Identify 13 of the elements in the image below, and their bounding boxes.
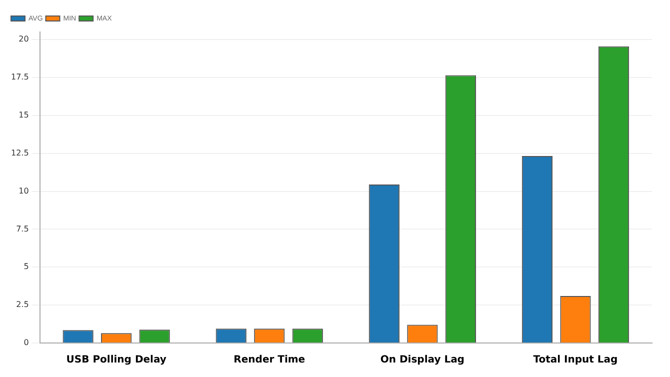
y-tick-label: 0 <box>24 338 29 348</box>
y-tick-label: 15 <box>18 110 29 120</box>
x-tick-label: On Display Lag <box>380 354 464 366</box>
y-tick-label: 12.5 <box>11 148 29 158</box>
y-tick-label: 5 <box>24 262 29 272</box>
x-tick-label: USB Polling Delay <box>66 354 167 366</box>
y-tick-label: 10 <box>18 186 29 196</box>
y-tick-label: 20 <box>18 34 29 44</box>
x-tick-label: Total Input Lag <box>533 354 618 366</box>
y-tick-label: 2.5 <box>16 300 29 310</box>
y-tick-label: 17.5 <box>11 72 29 82</box>
x-tick-label: Render Time <box>234 354 306 366</box>
y-tick-label: 7.5 <box>16 224 29 234</box>
